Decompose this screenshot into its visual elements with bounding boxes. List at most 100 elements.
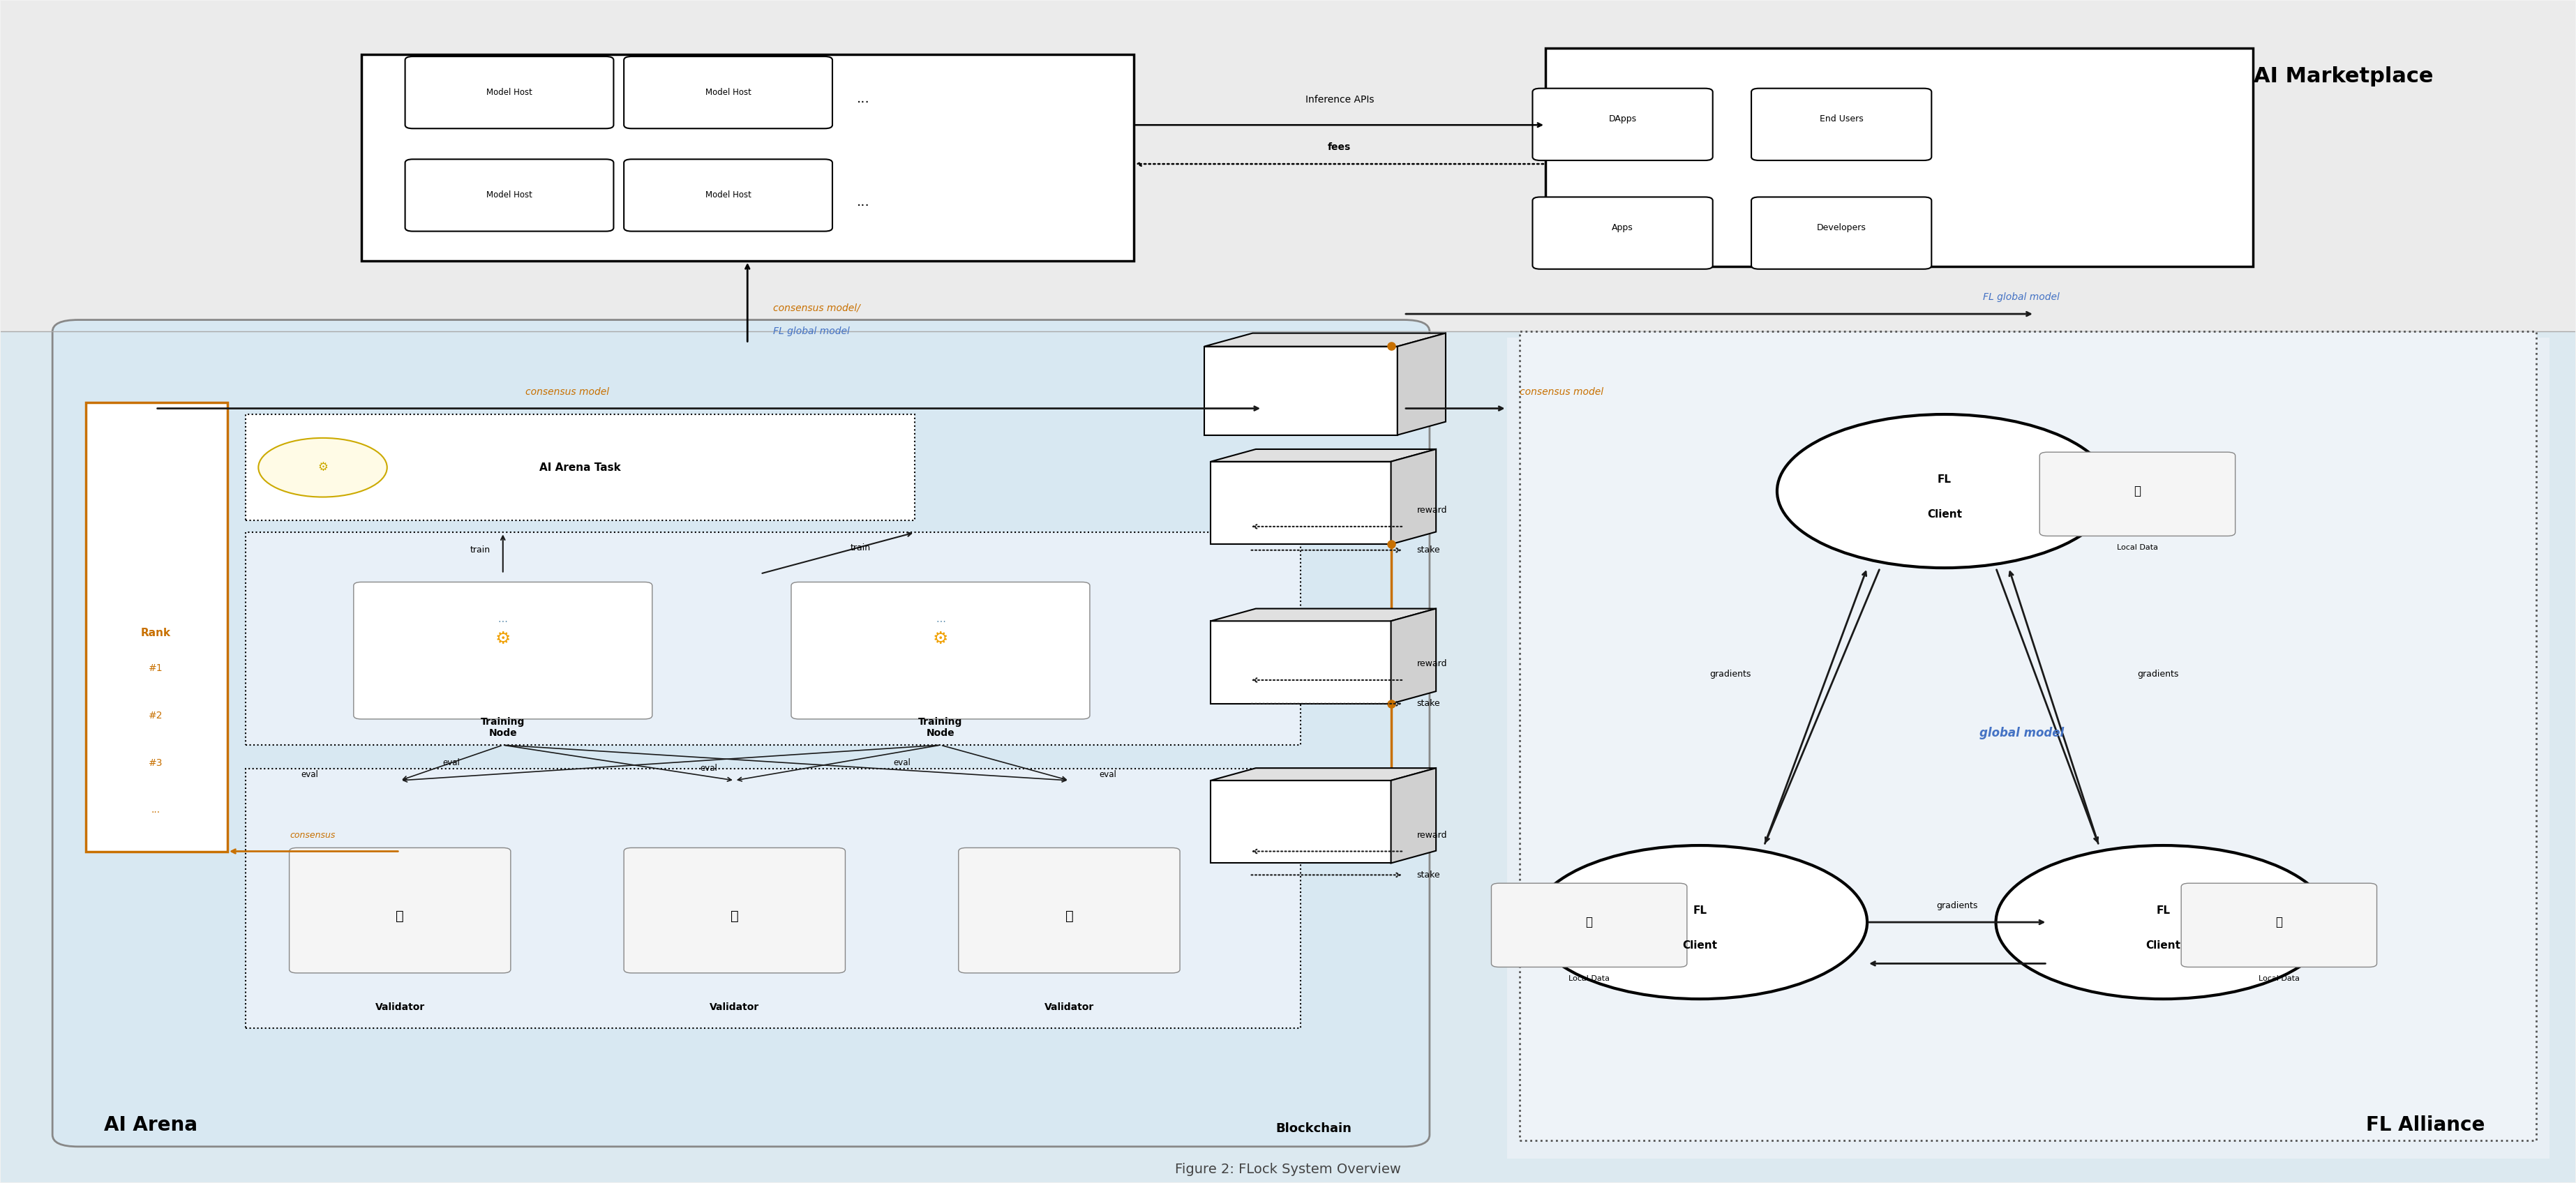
Polygon shape — [1211, 608, 1435, 621]
Text: train: train — [850, 543, 871, 552]
FancyBboxPatch shape — [2182, 884, 2378, 967]
Text: eval: eval — [894, 758, 909, 768]
Polygon shape — [1391, 450, 1435, 544]
Text: Client: Client — [1927, 510, 1963, 521]
FancyBboxPatch shape — [958, 848, 1180, 972]
Text: consensus model/: consensus model/ — [773, 303, 860, 313]
Bar — [1206, 347, 1396, 435]
Bar — [0, 1, 2576, 331]
Text: Local Data: Local Data — [2117, 544, 2159, 551]
Text: stake: stake — [1417, 545, 1440, 555]
Bar — [1507, 337, 2550, 1158]
Bar — [85, 402, 227, 852]
FancyBboxPatch shape — [1752, 89, 1932, 161]
Text: 📊: 📊 — [2133, 485, 2141, 497]
Circle shape — [1777, 414, 2112, 568]
Text: FL: FL — [2156, 905, 2169, 916]
Text: Model Host: Model Host — [487, 88, 533, 97]
Text: stake: stake — [1417, 871, 1440, 879]
Bar — [1520, 331, 2537, 1140]
Bar — [361, 54, 1133, 260]
Text: Training
Node: Training Node — [920, 717, 963, 738]
Bar — [245, 769, 1301, 1028]
Text: ⚙: ⚙ — [933, 631, 948, 647]
Text: ⚙: ⚙ — [495, 631, 510, 647]
Text: #1: #1 — [149, 664, 162, 673]
Text: FL: FL — [1937, 474, 1953, 485]
Text: Validator: Validator — [711, 1002, 760, 1013]
FancyBboxPatch shape — [1492, 884, 1687, 967]
Text: 📋: 📋 — [397, 910, 404, 923]
Text: FL global model: FL global model — [773, 327, 850, 336]
Text: 📊: 📊 — [2275, 916, 2282, 929]
Bar — [1211, 461, 1391, 544]
Text: stake: stake — [1417, 699, 1440, 709]
Text: Developers: Developers — [1816, 224, 1865, 232]
Text: Figure 2: FLock System Overview: Figure 2: FLock System Overview — [1175, 1163, 1401, 1176]
Text: consensus: consensus — [289, 830, 335, 840]
Text: End Users: End Users — [1819, 115, 1862, 123]
Text: gradients: gradients — [1710, 670, 1752, 679]
Bar — [0, 331, 2576, 1182]
Text: Validator: Validator — [376, 1002, 425, 1013]
Text: DApps: DApps — [1607, 115, 1636, 123]
Text: Model Host: Model Host — [487, 190, 533, 200]
Text: eval: eval — [301, 770, 319, 780]
FancyBboxPatch shape — [1752, 198, 1932, 269]
Text: train: train — [469, 545, 489, 555]
Text: eval: eval — [443, 758, 461, 768]
FancyBboxPatch shape — [2040, 452, 2236, 536]
Text: Local Data: Local Data — [2259, 975, 2300, 982]
Text: Client: Client — [1682, 940, 1718, 951]
Text: ...: ... — [858, 195, 871, 208]
Polygon shape — [1211, 768, 1435, 781]
Text: ⋯: ⋯ — [497, 616, 507, 626]
Text: Apps: Apps — [1613, 224, 1633, 232]
Text: FL global model: FL global model — [1984, 292, 2061, 302]
Text: Rank: Rank — [139, 628, 170, 638]
Bar — [1546, 49, 2254, 266]
Text: 📋: 📋 — [1064, 910, 1074, 923]
Text: consensus model: consensus model — [526, 387, 608, 396]
Text: AI Arena Task: AI Arena Task — [538, 463, 621, 473]
Text: fees: fees — [1327, 142, 1350, 153]
Text: FL: FL — [1692, 905, 1708, 916]
Text: ⚙: ⚙ — [317, 461, 327, 473]
Text: Model Host: Model Host — [706, 190, 752, 200]
Text: #2: #2 — [149, 711, 162, 720]
Polygon shape — [1211, 450, 1435, 461]
Text: Inference APIs: Inference APIs — [1306, 95, 1373, 105]
Polygon shape — [1391, 768, 1435, 864]
Polygon shape — [1391, 608, 1435, 704]
Polygon shape — [1396, 334, 1445, 435]
Text: AI Marketplace: AI Marketplace — [2254, 66, 2434, 86]
Text: consensus model: consensus model — [1520, 387, 1602, 396]
Text: eval: eval — [1100, 770, 1115, 780]
FancyBboxPatch shape — [623, 848, 845, 972]
FancyBboxPatch shape — [404, 160, 613, 231]
Text: gradients: gradients — [2138, 670, 2179, 679]
Text: gradients: gradients — [1937, 901, 1978, 911]
Polygon shape — [1206, 334, 1445, 347]
Text: AI Arena: AI Arena — [103, 1116, 198, 1134]
Text: ...: ... — [858, 92, 871, 105]
Text: Client: Client — [2146, 940, 2182, 951]
Text: eval: eval — [701, 764, 719, 774]
Text: Blockchain: Blockchain — [1275, 1123, 1352, 1134]
Text: 📋: 📋 — [732, 910, 739, 923]
FancyBboxPatch shape — [353, 582, 652, 719]
Text: 📊: 📊 — [1587, 916, 1592, 929]
FancyBboxPatch shape — [404, 57, 613, 129]
Circle shape — [258, 438, 386, 497]
Text: Local Data: Local Data — [1569, 975, 1610, 982]
Text: FL Alliance: FL Alliance — [2367, 1116, 2486, 1134]
Bar — [245, 414, 914, 521]
FancyBboxPatch shape — [791, 582, 1090, 719]
Text: reward: reward — [1417, 659, 1448, 668]
Text: ...: ... — [152, 806, 160, 815]
Text: reward: reward — [1417, 505, 1448, 515]
Bar — [1211, 621, 1391, 704]
FancyBboxPatch shape — [289, 848, 510, 972]
Bar — [1211, 781, 1391, 864]
Text: Validator: Validator — [1043, 1002, 1095, 1013]
